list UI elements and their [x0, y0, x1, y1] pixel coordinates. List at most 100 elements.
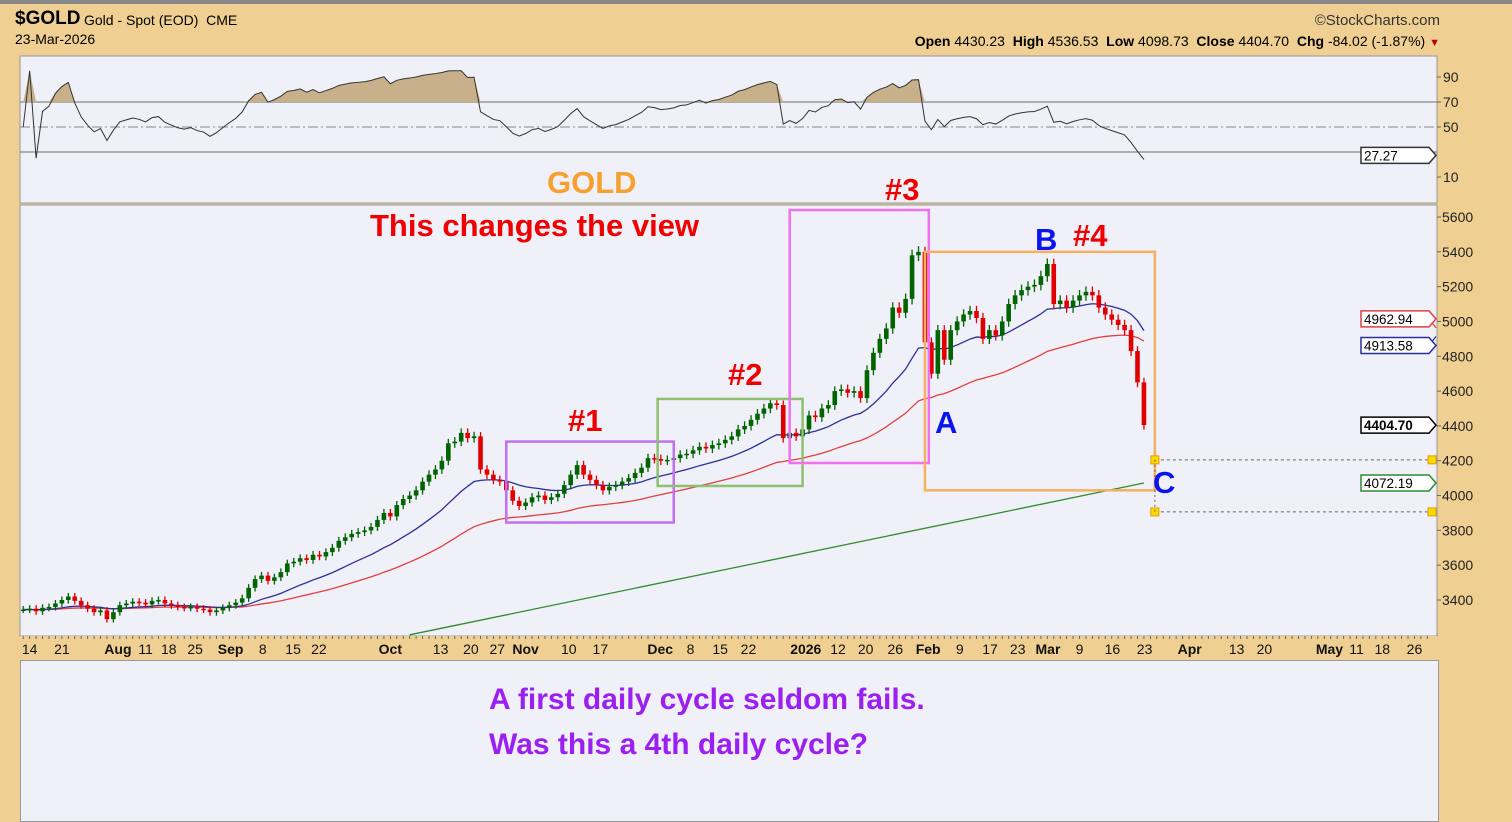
candle [1122, 319, 1127, 336]
candle-body [1032, 284, 1037, 287]
candle [941, 325, 947, 365]
close-tag [1360, 416, 1437, 434]
candle-body [761, 408, 767, 414]
candle [78, 597, 84, 609]
ma-mid-tag [1360, 310, 1437, 328]
candle-body [284, 563, 290, 573]
candle-body [1083, 291, 1089, 296]
level-handle [1150, 507, 1160, 517]
candle-body [497, 479, 503, 482]
candle-body [1109, 314, 1115, 320]
price-chart[interactable]: 90 70 50 10 3400 3600 3800 4000 4200 4400 4600 4800… [0, 0, 1512, 660]
candle-body [188, 606, 193, 609]
candle [1090, 286, 1095, 301]
candle-body [929, 342, 934, 374]
candle [819, 403, 825, 422]
candle [722, 435, 728, 448]
brand-logo[interactable]: ©StockCharts.com [1314, 12, 1440, 29]
candle [20, 606, 26, 614]
description-text: Gold - Spot (EOD) [84, 12, 199, 28]
candle [91, 605, 97, 616]
candle-body [742, 425, 747, 430]
candle [297, 554, 303, 566]
candle-body [297, 558, 303, 562]
candle-body [935, 330, 941, 374]
candle [774, 398, 780, 410]
candle [665, 455, 670, 466]
candle-body [806, 415, 812, 430]
open-label: Open [914, 33, 951, 49]
candle [156, 596, 161, 605]
candle [555, 489, 561, 502]
candle-body [413, 490, 419, 496]
candle [342, 533, 348, 545]
candle [246, 584, 251, 602]
x-tick-label: 8 [259, 641, 267, 657]
candle-body [510, 490, 516, 501]
candle-body [896, 307, 902, 313]
rsi-tick-label: 10 [1443, 169, 1459, 185]
candle [368, 522, 374, 535]
candle-body [117, 605, 123, 613]
candle-body [594, 479, 599, 486]
candle [349, 529, 355, 542]
candle-body [104, 610, 110, 620]
candle [484, 465, 490, 479]
candle [607, 482, 612, 495]
candle-body [871, 352, 876, 371]
candle [999, 316, 1005, 341]
candle [259, 571, 264, 583]
candle-body [98, 610, 103, 613]
candle-body [1115, 319, 1121, 325]
candle [761, 403, 767, 419]
candle [478, 432, 483, 474]
x-tick-label: 15 [285, 641, 301, 657]
candle [310, 550, 316, 564]
candle-body [201, 608, 206, 611]
candle [439, 456, 445, 474]
candle [220, 604, 226, 614]
candle-body [993, 330, 999, 336]
note-line-1: A first daily cycle seldom fails. [489, 683, 925, 716]
candle-body [310, 554, 316, 560]
candle-body [349, 533, 355, 538]
candle [967, 305, 973, 320]
candle [529, 493, 535, 507]
price-tick-label: 5200 [1442, 279, 1473, 295]
candle [697, 442, 702, 455]
candle [684, 449, 689, 460]
candle [549, 493, 554, 505]
candle [516, 496, 522, 511]
candle-body [46, 606, 52, 609]
candle [993, 325, 999, 341]
candle-body [858, 391, 863, 399]
x-tick-label: 9 [956, 641, 964, 657]
candle [227, 601, 232, 612]
low-value: 4098.73 [1138, 33, 1189, 49]
candle-body [755, 413, 760, 420]
candle-body [954, 321, 960, 331]
candle [626, 473, 631, 486]
wave-a-label: A [935, 405, 958, 440]
candle-body [1122, 324, 1127, 331]
candle-body [561, 485, 567, 494]
x-tick-label: 12 [830, 641, 846, 657]
candle-body [426, 474, 432, 482]
candle [813, 410, 818, 422]
candle [780, 400, 786, 443]
x-tick-label: 13 [433, 641, 449, 657]
candle [291, 557, 297, 568]
candle [935, 324, 941, 379]
rsi-panel [19, 55, 1438, 204]
candle [85, 601, 90, 613]
candle [471, 431, 477, 443]
x-tick-label: Apr [1178, 641, 1203, 657]
candle-body [916, 251, 921, 256]
price-panel [19, 204, 1438, 637]
candle [1096, 290, 1102, 313]
ma-long-tag [1360, 474, 1437, 492]
candle-body [684, 453, 689, 456]
candle-body [220, 607, 226, 611]
candle-body [780, 405, 786, 439]
candle [896, 302, 902, 319]
